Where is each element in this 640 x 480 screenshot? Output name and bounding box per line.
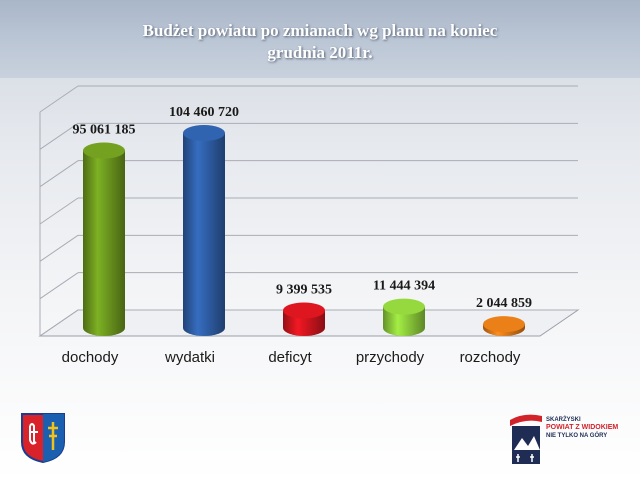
bar-top-przychody: [383, 298, 425, 315]
bar-top-deficyt: [283, 302, 325, 319]
gridline-side: [39, 122, 79, 150]
gridline-side: [39, 85, 79, 113]
logo-text-line-2: POWIAT Z WIDOKIEM: [546, 424, 619, 431]
category-label: rozchody: [460, 349, 521, 366]
bar-top-dochody: [83, 142, 125, 159]
powiat-logo-mark: [510, 414, 542, 464]
logo-text-line-1: SKARŻYSKI: [546, 417, 581, 423]
chart-title: Budżet powiatu po zmianach wg planu na k…: [80, 20, 560, 64]
bar-top-rozchody: [483, 316, 525, 333]
gridline-side: [39, 234, 79, 262]
chart-bars: [83, 125, 525, 336]
bar-wydatki: [183, 133, 225, 336]
powiat-logo-text: SKARŻYSKI POWIAT Z WIDOKIEM NIE TYLKO NA…: [546, 416, 618, 440]
gridline-side: [39, 309, 79, 337]
coat-of-arms-logo: [21, 413, 65, 464]
title-line-2: grudnia 2011r.: [267, 43, 373, 62]
category-label: przychody: [356, 349, 425, 366]
logo-text-line-3: NIE TYLKO NA GÓRY: [546, 433, 608, 439]
value-label: 2 044 859: [476, 296, 532, 311]
bar-dochody: [83, 150, 125, 336]
chart-labels: dochody 95 061 185 wydatki 104 460 720 defic…: [62, 105, 532, 366]
gridline-side: [39, 160, 79, 188]
gridline-side: [39, 272, 79, 300]
category-label: deficyt: [268, 349, 312, 366]
title-line-1: Budżet powiatu po zmianach wg planu na k…: [142, 21, 498, 40]
bar-top-wydatki: [183, 125, 225, 142]
category-label: dochody: [62, 349, 119, 366]
header-band: [0, 0, 640, 78]
gridline-side: [39, 197, 79, 225]
value-label: 104 460 720: [169, 105, 239, 120]
value-label: 95 061 185: [73, 123, 136, 138]
value-label: 9 399 535: [276, 282, 332, 297]
category-label: wydatki: [164, 349, 215, 366]
bar-przychody: [383, 306, 425, 336]
value-label: 11 444 394: [373, 279, 435, 294]
